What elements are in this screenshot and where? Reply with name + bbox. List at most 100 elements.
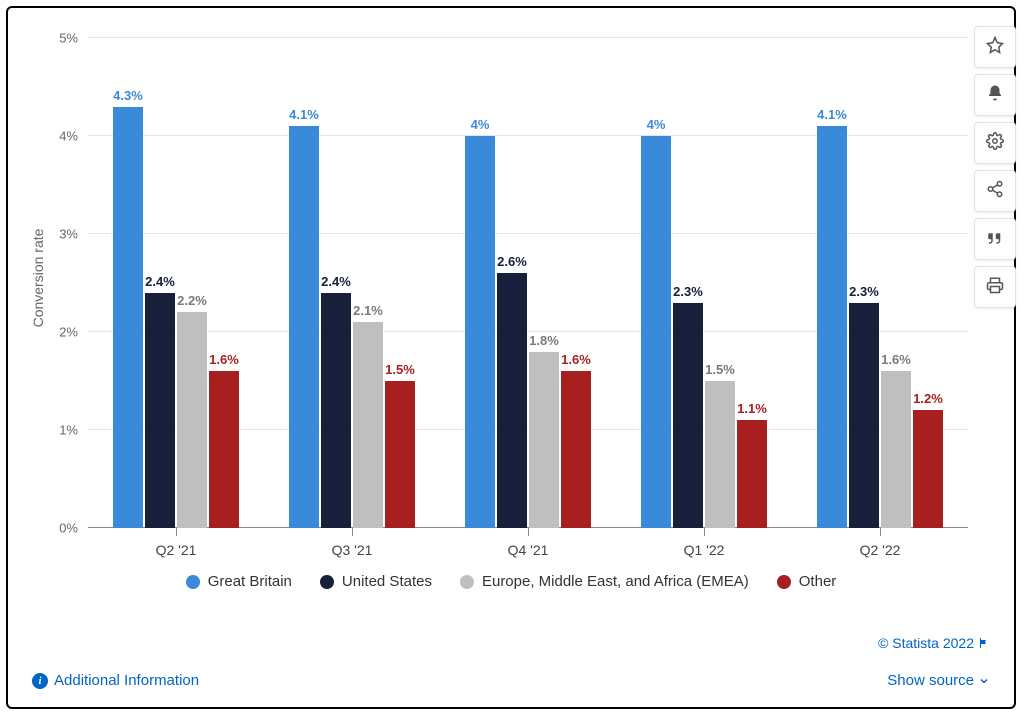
settings-button[interactable] (974, 122, 1016, 164)
legend-item[interactable]: Europe, Middle East, and Africa (EMEA) (460, 573, 749, 590)
bell-icon (986, 84, 1004, 107)
cite-button[interactable] (974, 218, 1016, 260)
bar-rect (737, 420, 767, 528)
y-tick-label: 3% (59, 227, 88, 242)
plot-area: 0%1%2%3%4%5%4.3%2.4%2.2%1.6%Q2 '214.1%2.… (88, 38, 968, 528)
legend-item[interactable]: Great Britain (186, 573, 292, 590)
chevron-down-icon (978, 675, 990, 687)
y-tick-label: 4% (59, 129, 88, 144)
bar[interactable]: 4.3% (113, 107, 143, 528)
bar-rect (353, 322, 383, 528)
legend-item[interactable]: United States (320, 573, 432, 590)
favorite-button[interactable] (974, 26, 1016, 68)
print-button[interactable] (974, 266, 1016, 308)
x-tick-mark (528, 528, 529, 536)
bar[interactable]: 1.1% (737, 420, 767, 528)
chart-legend: Great Britain United States Europe, Middle… (8, 573, 1014, 590)
bar-value-label: 2.6% (497, 254, 527, 269)
y-tick-label: 2% (59, 325, 88, 340)
bar-rect (529, 352, 559, 528)
bar-value-label: 1.2% (913, 391, 943, 406)
y-tick-label: 0% (59, 521, 88, 536)
bar-rect (321, 293, 351, 528)
x-tick-label: Q4 '21 (508, 542, 549, 558)
bar-value-label: 1.6% (561, 352, 591, 367)
share-icon (986, 180, 1004, 203)
gear-icon (986, 132, 1004, 155)
bar-rect (705, 381, 735, 528)
bar-group: 4%2.3%1.5%1.1%Q1 '22 (641, 136, 767, 528)
bar-value-label: 2.4% (321, 274, 351, 289)
star-icon (986, 36, 1004, 59)
x-tick-label: Q2 '21 (156, 542, 197, 558)
x-tick-mark (352, 528, 353, 536)
bar-value-label: 4% (471, 117, 490, 132)
legend-label: Great Britain (208, 573, 292, 590)
bar[interactable]: 2.6% (497, 273, 527, 528)
bar-rect (561, 371, 591, 528)
bar-group: 4.1%2.3%1.6%1.2%Q2 '22 (817, 126, 943, 528)
bar[interactable]: 2.2% (177, 312, 207, 528)
bar-rect (177, 312, 207, 528)
additional-info-label: Additional Information (54, 672, 199, 689)
chart-container: Conversion rate 0%1%2%3%4%5%4.3%2.4%2.2%… (6, 6, 1016, 709)
additional-info-link[interactable]: i Additional Information (32, 672, 199, 689)
bar-rect (497, 273, 527, 528)
bar-rect (817, 126, 847, 528)
legend-item[interactable]: Other (777, 573, 837, 590)
bar-value-label: 4% (647, 117, 666, 132)
bar[interactable]: 4.1% (817, 126, 847, 528)
share-button[interactable] (974, 170, 1016, 212)
bar-value-label: 2.1% (353, 303, 383, 318)
bar[interactable]: 2.4% (321, 293, 351, 528)
bar-rect (465, 136, 495, 528)
bar-group: 4%2.6%1.8%1.6%Q4 '21 (465, 136, 591, 528)
print-icon (986, 276, 1004, 299)
bar-value-label: 1.8% (529, 333, 559, 348)
show-source-link[interactable]: Show source (887, 672, 990, 689)
bar-value-label: 4.3% (113, 88, 143, 103)
copyright-link[interactable]: © Statista 2022 (878, 635, 990, 651)
bar-rect (849, 303, 879, 528)
bar[interactable]: 1.6% (561, 371, 591, 528)
chart-toolbar (974, 26, 1016, 308)
bar[interactable]: 4% (641, 136, 671, 528)
x-tick-label: Q3 '21 (332, 542, 373, 558)
bar[interactable]: 2.3% (849, 303, 879, 528)
legend-swatch (186, 575, 200, 589)
copyright-text: © Statista 2022 (878, 635, 974, 651)
x-tick-mark (880, 528, 881, 536)
bar-value-label: 2.2% (177, 293, 207, 308)
bar-rect (641, 136, 671, 528)
bar[interactable]: 1.6% (881, 371, 911, 528)
bar-rect (881, 371, 911, 528)
legend-label: Other (799, 573, 837, 590)
legend-label: United States (342, 573, 432, 590)
gridline (88, 37, 968, 38)
bar[interactable]: 1.5% (705, 381, 735, 528)
bar-value-label: 4.1% (817, 107, 847, 122)
bar-value-label: 2.3% (849, 284, 879, 299)
bar[interactable]: 2.1% (353, 322, 383, 528)
bar-value-label: 2.3% (673, 284, 703, 299)
bar[interactable]: 1.2% (913, 410, 943, 528)
bar-rect (113, 107, 143, 528)
x-tick-mark (704, 528, 705, 536)
bar[interactable]: 4.1% (289, 126, 319, 528)
y-tick-label: 1% (59, 423, 88, 438)
bar[interactable]: 4% (465, 136, 495, 528)
bar[interactable]: 1.8% (529, 352, 559, 528)
y-tick-label: 5% (59, 31, 88, 46)
bar-rect (289, 126, 319, 528)
bar[interactable]: 2.3% (673, 303, 703, 528)
bar[interactable]: 1.5% (385, 381, 415, 528)
bar[interactable]: 1.6% (209, 371, 239, 528)
notify-button[interactable] (974, 74, 1016, 116)
bar[interactable]: 2.4% (145, 293, 175, 528)
bar-value-label: 1.5% (385, 362, 415, 377)
legend-swatch (320, 575, 334, 589)
legend-swatch (777, 575, 791, 589)
flag-icon (978, 637, 990, 649)
legend-label: Europe, Middle East, and Africa (EMEA) (482, 573, 749, 590)
bar-rect (145, 293, 175, 528)
